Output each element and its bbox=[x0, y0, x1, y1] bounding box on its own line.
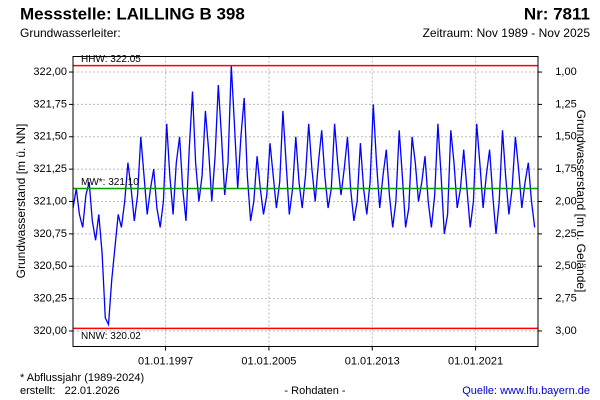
period: Zeitraum: Nov 1989 - Nov 2025 bbox=[423, 26, 591, 40]
x-tick-label: 01.01.1997 bbox=[138, 355, 193, 367]
y2-tick-label: 3,00 bbox=[555, 325, 576, 337]
plot-border bbox=[72, 56, 539, 347]
y-tick-label: 320,50 bbox=[33, 260, 67, 272]
y-tick-label: 320,75 bbox=[33, 228, 67, 240]
y-axis-label: Grundwasserstand [m ü. NN] bbox=[14, 124, 28, 279]
station-number: Nr: 7811 bbox=[524, 4, 590, 23]
footnote: * Abflussjahr (1989-2024) bbox=[20, 372, 144, 384]
y2-tick-label: 2,00 bbox=[555, 195, 576, 207]
y-tick-label: 322,00 bbox=[33, 66, 67, 78]
y2-tick-label: 2,50 bbox=[555, 260, 576, 272]
data-line bbox=[72, 65, 536, 327]
reference-label: HHW: 322.05 bbox=[81, 54, 141, 65]
chart-title: Messstelle: LAILLING B 398 bbox=[20, 4, 245, 23]
y2-tick-label: 2,75 bbox=[555, 293, 576, 305]
reference-label: MW*: 321.10 bbox=[81, 177, 139, 188]
y-tick-label: 320,25 bbox=[33, 293, 67, 305]
y-tick-label: 321,25 bbox=[33, 163, 67, 175]
x-tick-label: 01.01.2005 bbox=[241, 355, 296, 367]
subtitle: Grundwasserleiter: bbox=[20, 26, 121, 40]
source: Quelle: www.lfu.bayern.de bbox=[462, 385, 590, 397]
y2-tick-label: 1,00 bbox=[555, 66, 576, 78]
reference-label: NNW: 320.02 bbox=[81, 331, 141, 342]
x-tick-label: 01.01.2021 bbox=[448, 355, 503, 367]
data-note: - Rohdaten - bbox=[284, 385, 345, 397]
y-tick-label: 321,75 bbox=[33, 98, 67, 110]
y2-tick-label: 2,25 bbox=[555, 228, 576, 240]
y2-tick-label: 1,25 bbox=[555, 98, 576, 110]
y2-tick-label: 1,50 bbox=[555, 131, 576, 143]
created-date: erstellt: 22.01.2026 bbox=[20, 385, 120, 397]
y2-tick-label: 1,75 bbox=[555, 163, 576, 175]
y2-axis-label: Grundwasserstand [m u. Gelände] bbox=[574, 110, 588, 293]
x-tick-label: 01.01.2013 bbox=[345, 355, 400, 367]
y-tick-label: 320,00 bbox=[33, 325, 67, 337]
y-tick-label: 321,00 bbox=[33, 195, 67, 207]
y-tick-label: 321,50 bbox=[33, 131, 67, 143]
